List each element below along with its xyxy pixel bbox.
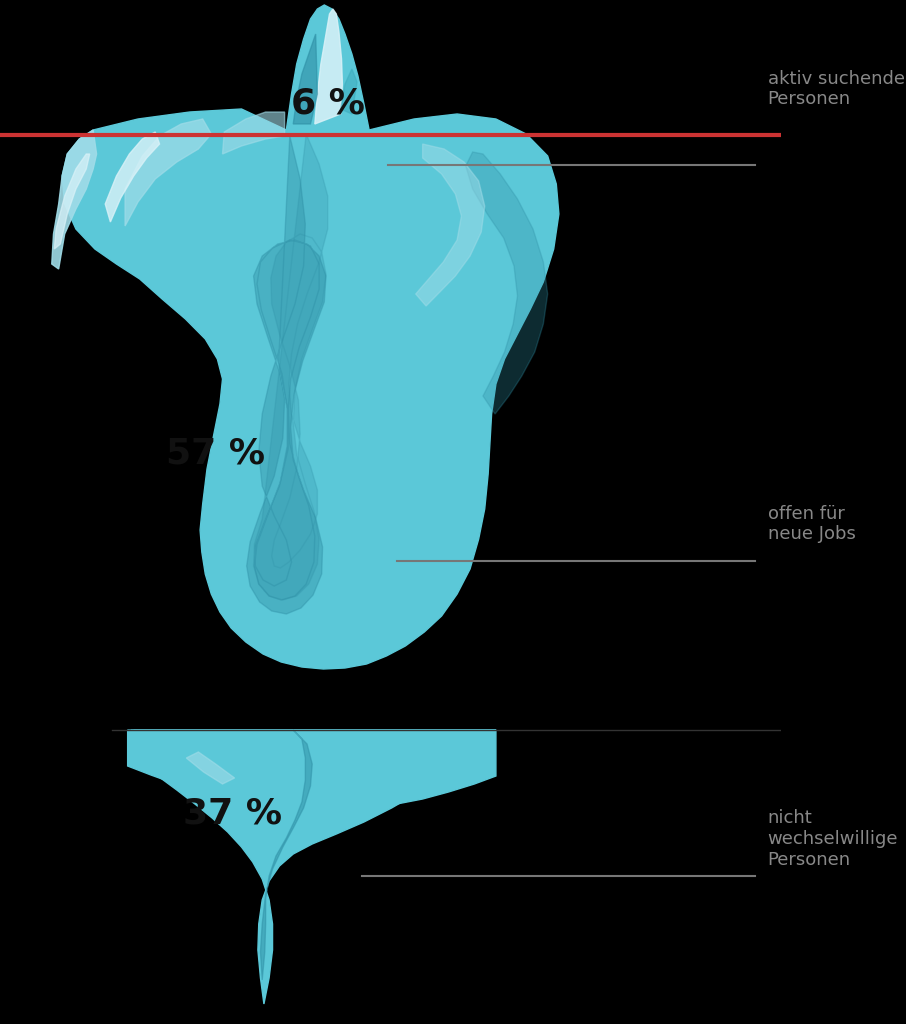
Polygon shape [254,134,328,600]
Polygon shape [466,152,547,414]
Polygon shape [63,109,559,669]
Polygon shape [128,730,496,811]
Polygon shape [105,132,159,222]
Polygon shape [286,5,369,130]
Polygon shape [131,730,496,1004]
Text: nicht
wechselwillige
Personen: nicht wechselwillige Personen [767,809,898,868]
Polygon shape [54,154,90,249]
Polygon shape [416,144,485,306]
Polygon shape [52,130,97,269]
Polygon shape [341,69,357,114]
Text: 57 %: 57 % [166,437,265,471]
Text: 37 %: 37 % [183,797,283,831]
Polygon shape [314,9,342,124]
Polygon shape [260,730,313,980]
Text: aktiv suchende
Personen: aktiv suchende Personen [767,70,904,109]
Text: 6 %: 6 % [291,87,365,121]
Text: offen für
neue Jobs: offen für neue Jobs [767,505,855,544]
Polygon shape [223,112,284,154]
Polygon shape [125,119,211,226]
Polygon shape [246,136,326,614]
Polygon shape [187,752,235,784]
Polygon shape [134,730,496,798]
Polygon shape [294,34,317,124]
